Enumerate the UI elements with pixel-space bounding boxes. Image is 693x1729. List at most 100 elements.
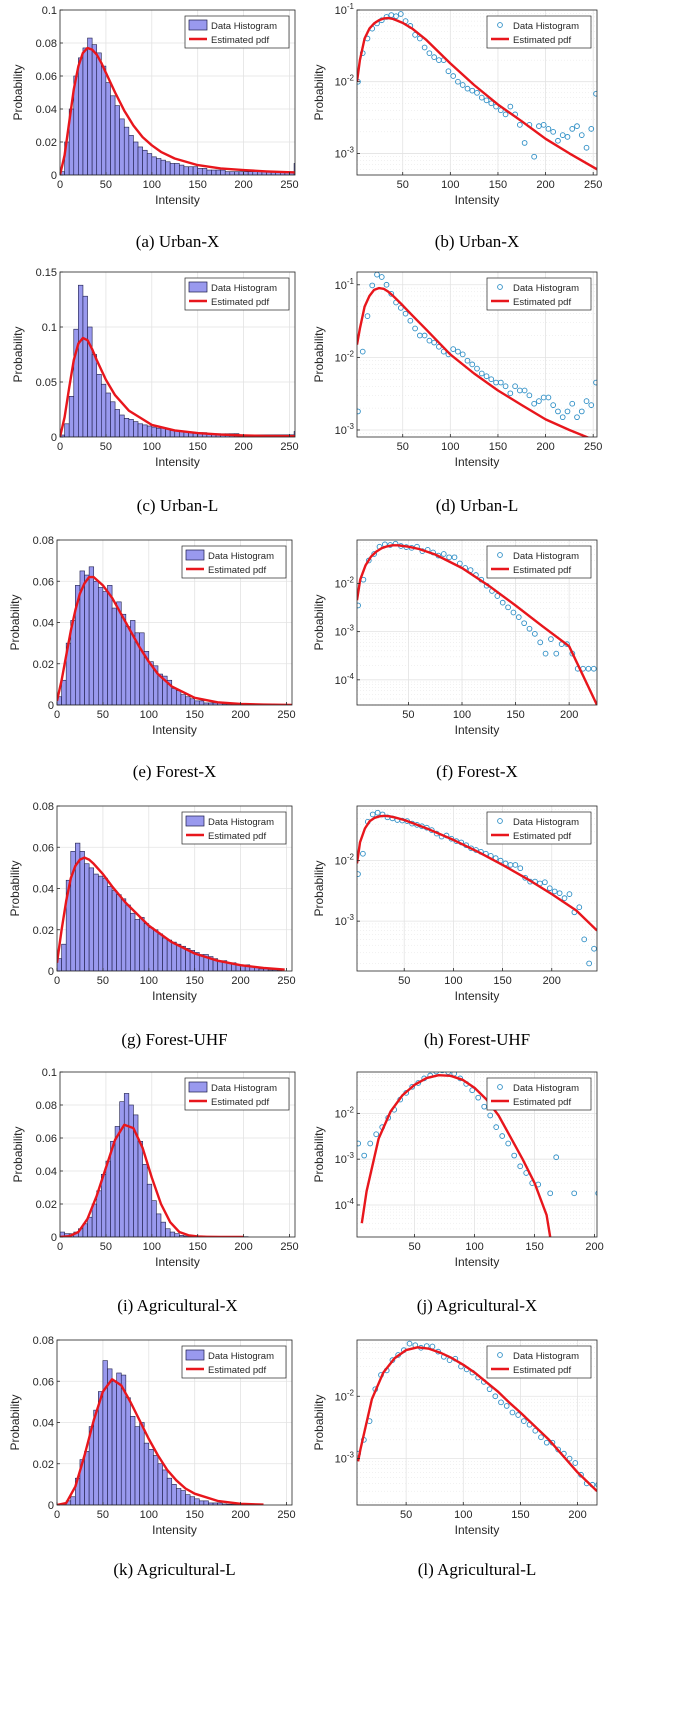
data-point	[537, 639, 544, 646]
histogram-bar	[84, 574, 90, 705]
histogram-bar	[110, 1141, 116, 1237]
y-tick-label: 10-2	[335, 1105, 355, 1120]
data-point	[361, 1152, 368, 1159]
legend-label-histogram: Data Histogram	[208, 1351, 274, 1362]
data-point	[595, 1190, 597, 1196]
data-point	[556, 890, 563, 897]
y-tick-label: 0.04	[33, 1418, 54, 1430]
data-point	[483, 97, 490, 104]
y-tick-label: 10-2	[335, 1388, 355, 1403]
data-point	[499, 1133, 506, 1139]
data-point	[515, 1412, 521, 1418]
data-point	[517, 387, 523, 394]
axes-box	[356, 1339, 598, 1506]
data-point	[588, 402, 595, 408]
histogram-bar	[107, 1368, 113, 1505]
x-axis-label: Intensity	[455, 723, 500, 737]
histogram-bar	[110, 95, 116, 175]
histogram-bar	[134, 919, 140, 971]
data-point	[536, 398, 542, 404]
axes-box	[356, 9, 598, 176]
data-point	[474, 89, 480, 96]
histogram-bar	[171, 941, 177, 971]
data-point	[383, 281, 390, 288]
x-tick-label: 200	[568, 1509, 586, 1521]
data-point	[474, 365, 480, 372]
data-point	[564, 408, 571, 415]
x-tick-label: 100	[140, 1509, 158, 1521]
data-point	[451, 554, 458, 561]
histogram-bar	[107, 886, 113, 971]
chart-panel-b: 50 100 150 200 250 10-3 10-2 10-1 Intensity Proba…	[312, 2, 602, 207]
data-point	[459, 82, 466, 88]
legend-b: Data Histogram Estimated pdf	[486, 15, 592, 49]
x-tick-label: 200	[234, 441, 252, 453]
legend-label-pdf: Estimated pdf	[211, 1097, 269, 1108]
y-axis-label: Probability	[11, 326, 25, 382]
y-tick-label: 0.08	[33, 801, 54, 813]
y-axis-label: Probability	[312, 860, 326, 916]
data-point	[521, 620, 527, 627]
data-point	[359, 348, 366, 355]
y-tick-label: 10-4	[335, 1197, 355, 1212]
histogram-bar	[114, 105, 120, 175]
data-point	[521, 387, 528, 394]
histogram-bar	[133, 421, 139, 437]
histogram-bar	[78, 284, 84, 437]
legend-g: Data Histogram Estimated pdf	[181, 811, 287, 845]
histogram-bar	[185, 696, 191, 705]
histogram-bar	[148, 927, 154, 971]
histogram-bar	[211, 169, 217, 175]
histogram-bar	[116, 601, 122, 705]
plot-area-d	[357, 272, 597, 437]
y-tick-label: 0.08	[36, 38, 57, 50]
histogram-bar	[165, 1228, 171, 1237]
legend-swatch-histogram	[188, 281, 208, 293]
legend-label-pdf: Estimated pdf	[513, 565, 571, 576]
legend-e: Data Histogram Estimated pdf	[181, 545, 287, 579]
histogram-bar	[137, 423, 143, 437]
plot-area-h	[357, 809, 597, 967]
x-axis-label: Intensity	[455, 193, 500, 207]
histogram-bar	[198, 700, 205, 705]
x-tick-label: 150	[525, 1241, 543, 1253]
data-point	[417, 332, 423, 339]
x-tick-label: 150	[506, 709, 524, 721]
y-tick-label: 10-2	[335, 853, 355, 868]
histogram-bar	[82, 47, 88, 175]
y-tick-label: 0.02	[36, 1199, 57, 1211]
histogram-bar	[153, 929, 159, 971]
legend-label-pdf: Estimated pdf	[513, 1365, 571, 1376]
y-axis-label: Probability	[8, 860, 22, 916]
histogram-bar	[179, 164, 185, 175]
x-tick-label: 50	[398, 975, 410, 987]
histogram-bar	[189, 698, 195, 705]
y-tick-label: 10-2	[335, 575, 355, 590]
histogram-bar	[243, 171, 249, 175]
plot-area-e	[57, 566, 292, 705]
y-tick-label: 0	[48, 966, 54, 978]
histogram-bar	[238, 171, 244, 175]
data-point	[553, 1154, 560, 1161]
x-tick-label: 0	[54, 975, 60, 987]
x-tick-label: 0	[54, 709, 60, 721]
x-tick-label: 150	[489, 179, 507, 191]
data-point	[593, 379, 597, 386]
data-point	[559, 132, 566, 138]
data-point	[487, 1112, 494, 1119]
chart-panel-h: 50 100 150 200 10-3 10-2 Intensity Probability D…	[312, 805, 598, 1003]
histogram-bar	[107, 585, 113, 705]
legend-l: Data Histogram Estimated pdf	[486, 1345, 592, 1379]
x-tick-label: 150	[493, 975, 511, 987]
x-tick-label: 200	[234, 1241, 252, 1253]
histogram-bar	[128, 419, 134, 437]
histogram-bar	[110, 401, 116, 437]
histogram-bar	[84, 863, 90, 971]
histogram-bar	[166, 939, 173, 971]
chart-panel-g: 0 50 100 150 200 250 0 0.02 0.04 0.06 0.08 Intensit…	[8, 801, 296, 1003]
histogram-bar	[234, 171, 240, 175]
x-axis-label: Intensity	[155, 455, 200, 469]
x-tick-label: 100	[140, 975, 158, 987]
data-point	[576, 904, 583, 911]
x-tick-label: 100	[143, 441, 161, 453]
